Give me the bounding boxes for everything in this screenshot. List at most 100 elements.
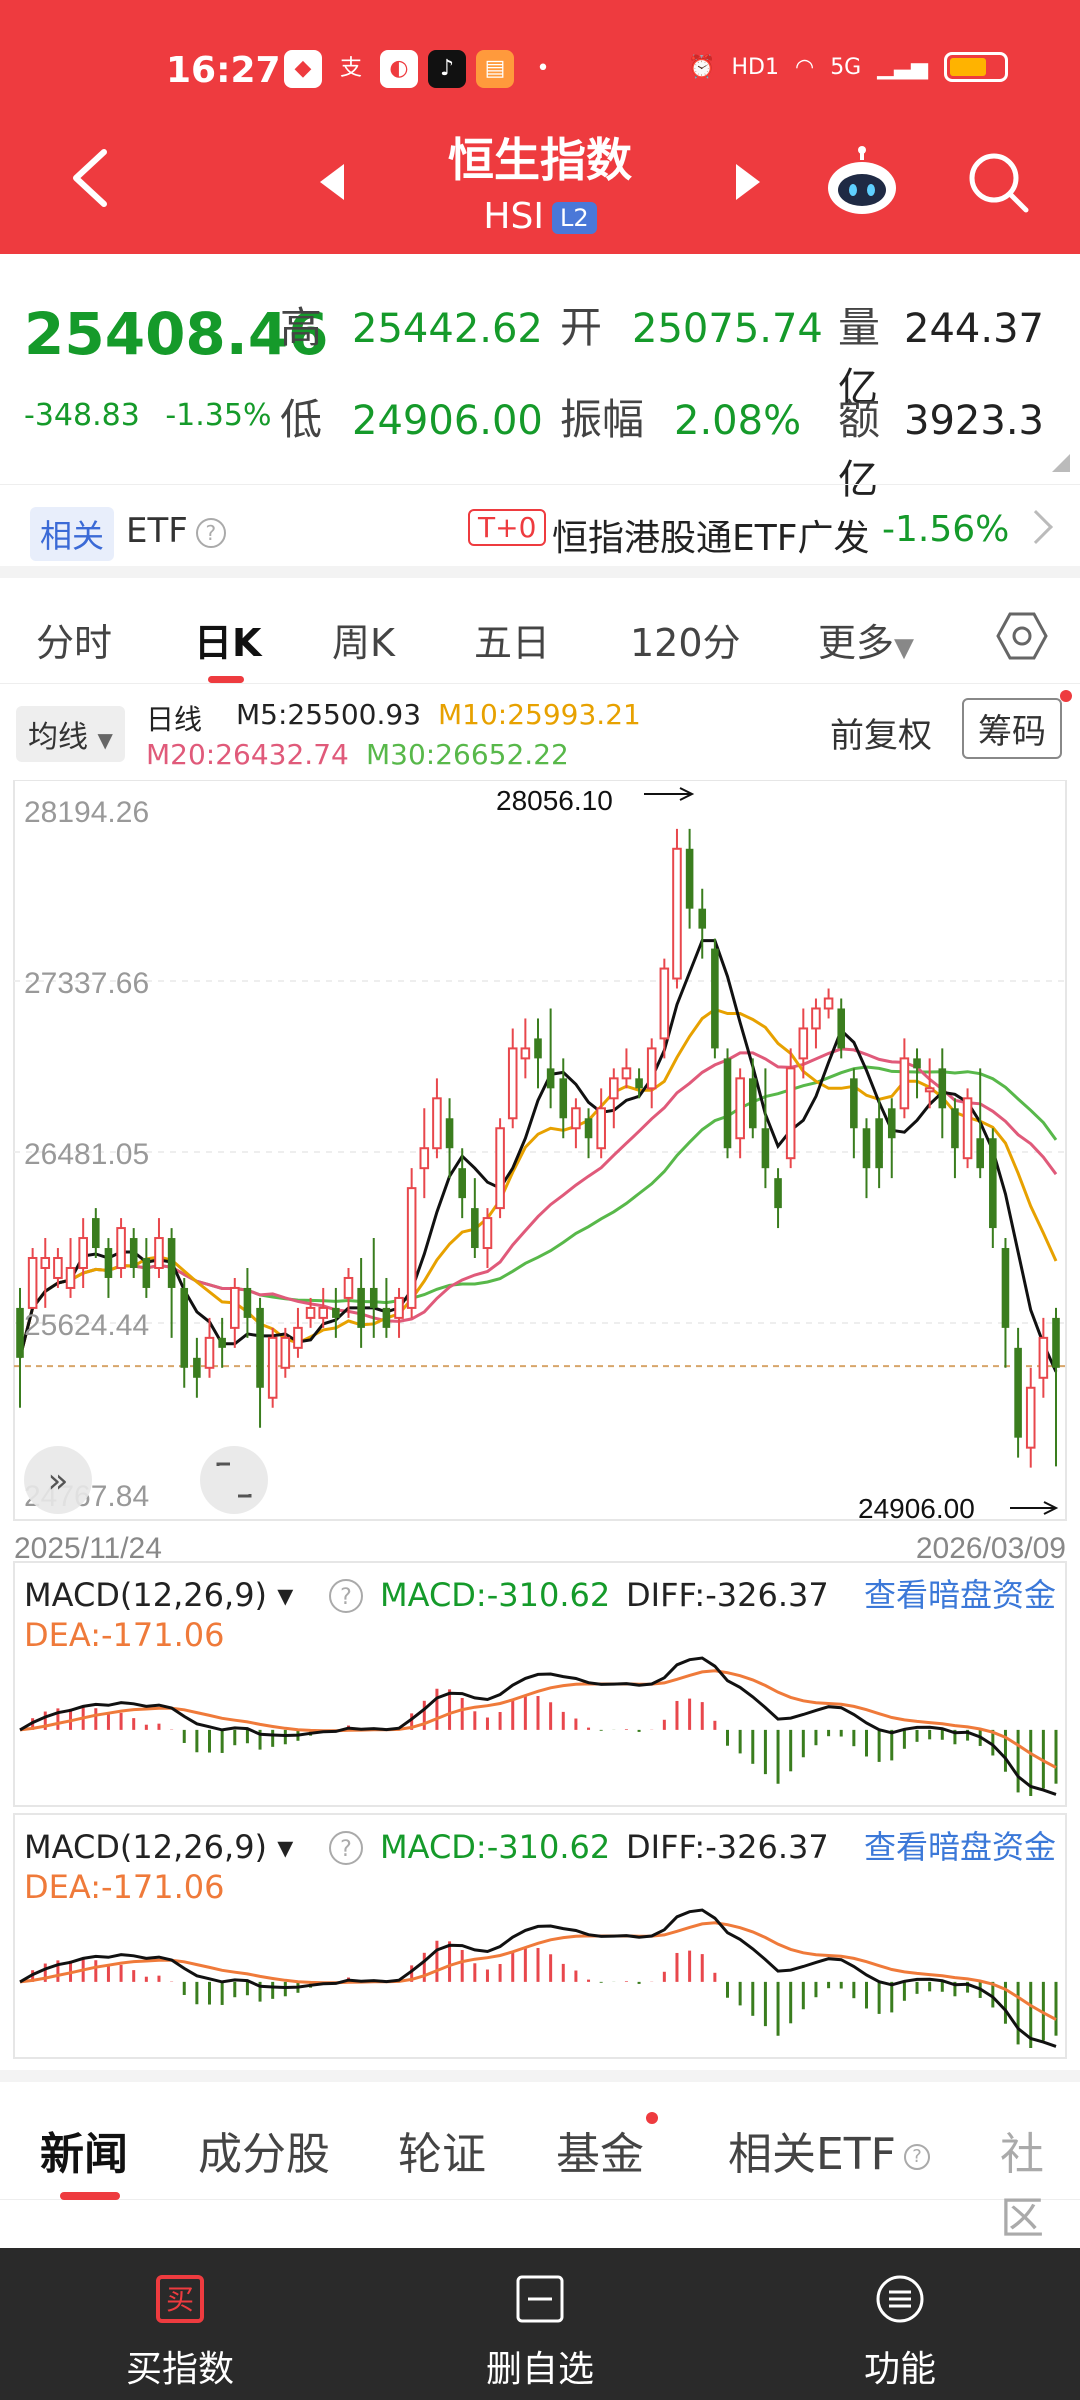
- remove-watchlist-button[interactable]: 删自选: [360, 2248, 720, 2400]
- candle-body: [104, 1248, 113, 1278]
- back-icon[interactable]: [70, 148, 110, 208]
- candle-body: [142, 1258, 151, 1288]
- next-index-icon[interactable]: [736, 164, 760, 200]
- candle-body: [862, 1128, 871, 1169]
- kline-chart[interactable]: 28194.2627337.6626481.0525624.4424767.84…: [0, 780, 1080, 2060]
- functions-button[interactable]: 功能: [720, 2248, 1080, 2400]
- macd-value: MACD:-310.62: [380, 1576, 610, 1614]
- y-axis-label: 26481.05: [24, 1138, 149, 1171]
- tab-weekly-k[interactable]: 周K: [332, 621, 395, 665]
- battery-icon: [944, 52, 1008, 82]
- page-subtitle: HSI L2: [0, 196, 1080, 237]
- settings-icon[interactable]: [996, 610, 1048, 662]
- etf-label: ETF?: [126, 511, 226, 551]
- amplitude-label: 振幅: [560, 395, 645, 444]
- macd-indicator-label[interactable]: MACD(12,26,9) ▾: [24, 1576, 293, 1614]
- tab-intraday[interactable]: 分时: [36, 621, 113, 665]
- search-icon[interactable]: [966, 150, 1030, 214]
- candle-body: [482, 1217, 493, 1250]
- alarm-icon: ⏰: [688, 54, 716, 80]
- candle-body: [1001, 1248, 1010, 1328]
- hd-icon: HD1: [731, 54, 779, 80]
- candle-body: [406, 1187, 417, 1309]
- dea-line: [19, 1669, 1057, 1769]
- funds-notification-dot: [646, 2112, 658, 2124]
- candle-body: [167, 1238, 176, 1288]
- tab-news[interactable]: 新闻: [40, 2129, 128, 2180]
- candle-body: [332, 1307, 340, 1318]
- macd-indicator-label[interactable]: MACD(12,26,9) ▾: [24, 1828, 293, 1866]
- quote-panel: 25408.46 -348.83 -1.35% 高 25442.62 开 25075…: [0, 254, 1080, 503]
- buy-index-label: 买指数: [125, 2349, 234, 2390]
- candle-body: [495, 1127, 505, 1210]
- candle-body: [621, 1067, 632, 1080]
- tab-constituents[interactable]: 成分股: [198, 2129, 330, 2180]
- tab-120-min[interactable]: 120分: [630, 621, 741, 665]
- volume-label: 量: [838, 303, 881, 352]
- candle-body: [53, 1257, 63, 1279]
- prev-index-icon[interactable]: [320, 164, 344, 200]
- etf-name[interactable]: 恒指港股通ETF广发: [552, 518, 870, 559]
- fullscreen-button[interactable]: [200, 1446, 268, 1514]
- more-dot-icon: •: [536, 56, 550, 81]
- tab-funds[interactable]: 基金: [556, 2129, 644, 2180]
- candle-body: [520, 1047, 531, 1060]
- candle-body: [823, 997, 834, 1010]
- page-title: 恒生指数: [448, 133, 632, 187]
- dark-pool-link[interactable]: 查看暗盘资金: [864, 1828, 1056, 1866]
- caret-down-icon: ▼: [894, 633, 915, 663]
- tiktok-icon: ♪: [428, 50, 466, 88]
- candle-body: [445, 1118, 454, 1149]
- candle-body: [180, 1287, 189, 1368]
- ma-indicator-row: 均线 ▼ 日线 M5:25500.93 M10:25993.21 M20:264…: [0, 690, 1080, 790]
- candle-body: [875, 1118, 883, 1169]
- candle-body: [357, 1287, 365, 1328]
- related-etf-bar[interactable]: 相关 ETF? T+0 恒指港股通ETF广发 -1.56%: [0, 484, 1080, 578]
- y-axis-label: 25624.44: [24, 1309, 149, 1342]
- tab-daily-k[interactable]: 日K: [194, 621, 262, 665]
- ma10-value: M10:25993.21: [438, 698, 641, 731]
- candle-body: [1038, 1336, 1049, 1379]
- candle-body: [850, 1078, 858, 1129]
- adjust-selector[interactable]: 前复权: [830, 716, 932, 756]
- remove-watchlist-label: 删自选: [485, 2349, 594, 2390]
- expand-corner-icon[interactable]: [1052, 454, 1070, 472]
- candle-body: [989, 1138, 997, 1229]
- etf-change: -1.56%: [882, 509, 1010, 550]
- candle-body: [635, 1078, 643, 1089]
- low-label: 低: [280, 395, 323, 444]
- symbol-code: HSI: [483, 196, 544, 237]
- chevron-right-icon[interactable]: [1019, 510, 1053, 544]
- candle-body: [394, 1296, 404, 1319]
- help-icon[interactable]: ?: [904, 2144, 930, 2170]
- buy-index-button[interactable]: 买 买指数: [0, 2248, 360, 2400]
- chips-button[interactable]: 筹码: [962, 698, 1062, 759]
- quote-amplitude: 振幅 2.08%: [560, 386, 801, 447]
- remove-watchlist-icon: [516, 2275, 564, 2323]
- help-icon[interactable]: [329, 1579, 363, 1613]
- diff-value: DIFF:-326.37: [626, 1576, 829, 1614]
- tab-community[interactable]: 社区: [1000, 2129, 1044, 2244]
- tab-five-day[interactable]: 五日: [474, 621, 551, 665]
- price-change: -348.83 -1.35%: [24, 398, 271, 433]
- help-icon[interactable]: [329, 1831, 363, 1865]
- ma30-value: M30:26652.22: [366, 738, 569, 771]
- quote-low: 低 24906.00: [280, 386, 543, 447]
- ma-selector[interactable]: 均线 ▼: [16, 706, 125, 762]
- candle-body: [256, 1307, 264, 1388]
- status-right-icons: ⏰ HD1 ◠ 5G ▁▃▅: [688, 52, 1008, 82]
- robot-assistant-icon[interactable]: [826, 146, 898, 218]
- dark-pool-link[interactable]: 查看暗盘资金: [864, 1576, 1056, 1614]
- candle-body: [305, 1306, 316, 1319]
- help-icon-glyph: ?: [340, 1585, 352, 1610]
- tab-warrants[interactable]: 轮证: [398, 2129, 486, 2180]
- tab-related-etf[interactable]: 相关ETF?: [728, 2118, 930, 2182]
- tab-more[interactable]: 更多▼: [818, 612, 914, 667]
- candle-body: [382, 1307, 391, 1328]
- ma5-line: [18, 939, 1058, 1373]
- macd-frame: [13, 1561, 1067, 1807]
- collapse-button[interactable]: [24, 1446, 92, 1514]
- candle-body: [458, 1168, 466, 1199]
- help-icon[interactable]: ?: [195, 517, 226, 548]
- app-header: 16:27 ◆ 支 ◐ ♪ ▤ • ⏰ HD1 ◠ 5G ▁▃▅ 恒生指数 HS…: [0, 0, 1080, 254]
